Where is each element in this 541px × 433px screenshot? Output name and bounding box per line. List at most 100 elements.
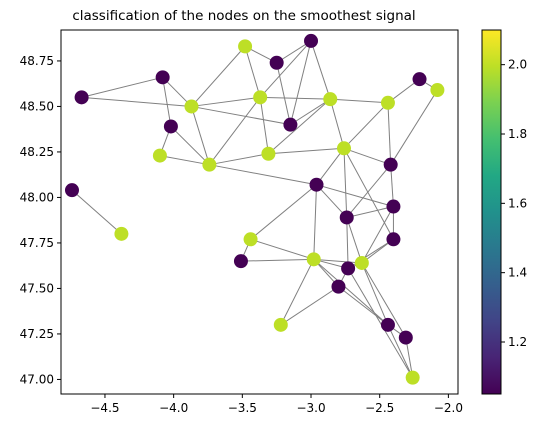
colorbar-tick-label: 1.4 <box>508 266 527 280</box>
node-6 <box>304 33 319 48</box>
node-15 <box>261 146 276 161</box>
x-tick-label: −3.0 <box>296 401 325 415</box>
edge-10-16 <box>343 102 389 149</box>
edge-4-7 <box>244 46 261 98</box>
edge-26-30 <box>280 259 315 326</box>
y-tick-label: 48.25 <box>20 145 54 159</box>
node-22 <box>339 210 354 225</box>
edge-24-28 <box>347 238 394 269</box>
x-tick-label: −2.5 <box>365 401 394 415</box>
edge-31-33 <box>387 324 414 378</box>
node-9 <box>323 92 338 107</box>
edge-3-8 <box>191 105 291 126</box>
colorbar <box>481 29 502 395</box>
edge-16-24 <box>343 148 394 240</box>
node-7 <box>253 90 268 105</box>
edge-17-22 <box>346 164 392 218</box>
colorbar-tick-label: 2.0 <box>508 58 527 72</box>
edge-22-28 <box>346 217 349 269</box>
edge-27-31 <box>361 262 389 326</box>
edge-9-10 <box>330 98 388 104</box>
y-tick-label: 48.75 <box>20 54 54 68</box>
node-21 <box>386 199 401 214</box>
node-13 <box>152 148 167 163</box>
edge-21-27 <box>361 206 394 264</box>
node-4 <box>238 39 253 54</box>
edge-20-23 <box>250 184 317 240</box>
node-8 <box>283 117 298 132</box>
node-24 <box>386 232 401 247</box>
y-tick-label: 47.50 <box>20 281 54 295</box>
node-2 <box>163 119 178 134</box>
edge-1-2 <box>162 77 172 127</box>
node-16 <box>336 141 351 156</box>
node-32 <box>398 330 413 345</box>
edge-12-17 <box>390 89 438 165</box>
plot-frame <box>60 29 459 395</box>
node-29 <box>331 279 346 294</box>
node-14 <box>202 157 217 172</box>
edge-6-9 <box>310 40 331 100</box>
edge-14-15 <box>209 153 269 166</box>
edge-27-32 <box>361 262 407 338</box>
edge-3-4 <box>191 46 246 107</box>
x-axis: −4.5 −4.0 −3.5 −3.0 −2.5 −2.0 <box>90 394 463 415</box>
node-27 <box>354 255 369 270</box>
node-10 <box>380 95 395 110</box>
x-tick-label: −2.0 <box>434 401 463 415</box>
edge-15-16 <box>268 147 345 155</box>
edge-6-7 <box>259 40 312 98</box>
edge-3-14 <box>191 106 210 165</box>
y-axis: 47.00 47.25 47.50 47.75 48.00 48.25 48.50 48.75 <box>20 54 61 386</box>
colorbar-axis: 1.2 1.4 1.6 1.8 2.0 <box>501 58 527 349</box>
y-tick-label: 48.50 <box>20 99 54 113</box>
edge-3-7 <box>191 96 261 107</box>
node-23 <box>243 232 258 247</box>
edge-0-1 <box>81 76 163 98</box>
edge-7-9 <box>260 96 331 100</box>
edge-23-26 <box>250 238 314 260</box>
chart-title: classification of the nodes on the smoot… <box>72 8 415 24</box>
edge-5-8 <box>276 62 291 125</box>
x-tick-label: −4.0 <box>159 401 188 415</box>
node-19 <box>114 226 129 241</box>
edge-20-26 <box>313 184 318 260</box>
edge-6-8 <box>289 40 312 125</box>
node-30 <box>273 317 288 332</box>
node-20 <box>309 177 324 192</box>
node-26 <box>306 252 321 267</box>
edge-22-27 <box>346 217 363 264</box>
nodes-layer <box>64 33 445 385</box>
edge-16-22 <box>343 148 348 218</box>
edge-7-15 <box>259 97 269 154</box>
edge-7-14 <box>208 97 261 165</box>
edge-10-17 <box>387 102 392 165</box>
edge-20-21 <box>316 184 394 208</box>
node-5 <box>269 55 284 70</box>
node-11 <box>412 72 427 87</box>
edge-14-20 <box>209 164 317 186</box>
y-tick-label: 47.25 <box>20 327 54 341</box>
y-tick-label: 47.00 <box>20 372 54 386</box>
node-3 <box>184 99 199 114</box>
node-17 <box>383 157 398 172</box>
edge-28-33 <box>347 268 414 378</box>
node-31 <box>380 317 395 332</box>
edge-9-15 <box>268 98 331 155</box>
edge-29-31 <box>338 286 389 326</box>
node-0 <box>74 90 89 105</box>
y-tick-label: 47.75 <box>20 236 54 250</box>
edge-26-27 <box>313 258 362 264</box>
edge-21-22 <box>346 206 394 218</box>
x-tick-label: −4.5 <box>90 401 119 415</box>
edge-18-19 <box>71 189 122 235</box>
colorbar-tick-label: 1.2 <box>508 335 527 349</box>
edge-9-16 <box>329 99 345 149</box>
colorbar-tick-label: 1.6 <box>508 196 527 210</box>
node-12 <box>430 83 445 98</box>
edge-29-30 <box>280 286 339 326</box>
edge-2-14 <box>170 126 210 166</box>
edge-16-17 <box>343 147 391 166</box>
edge-0-3 <box>81 96 192 107</box>
